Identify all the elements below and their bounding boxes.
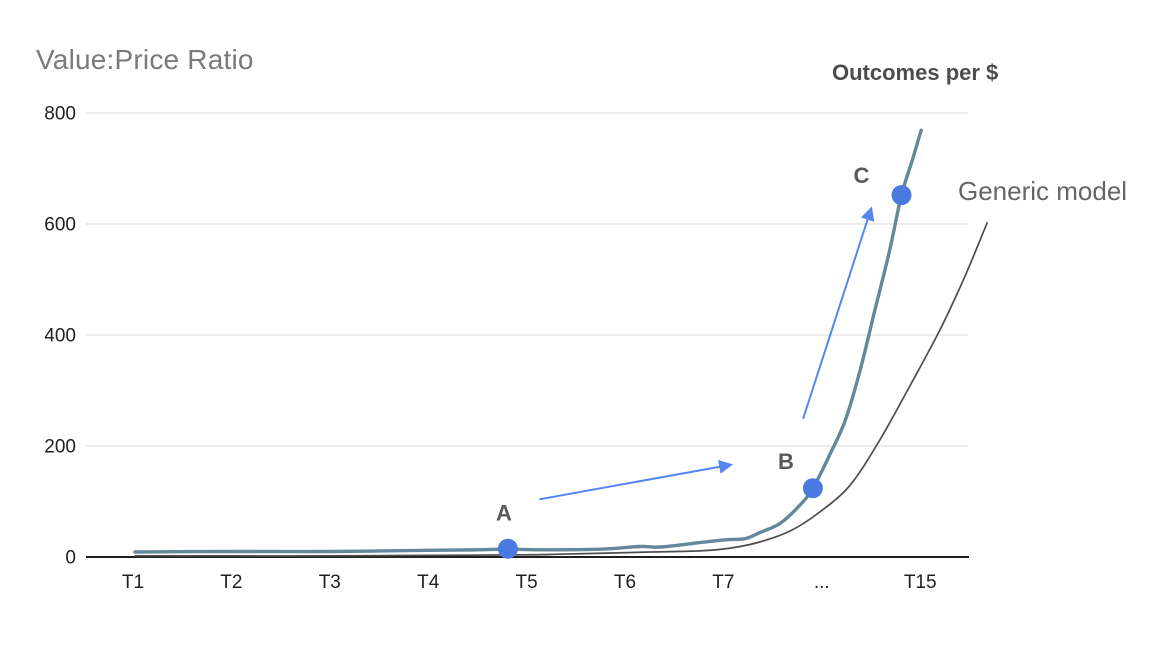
series-line-generic-model — [134, 222, 988, 557]
y-tick-label-600: 600 — [44, 215, 76, 236]
x-tick-label-T7: T7 — [712, 572, 734, 593]
data-point-c — [891, 185, 912, 206]
x-tick-label-T5: T5 — [516, 572, 538, 593]
point-label-a: A — [496, 500, 512, 525]
series-label-outcomes-per-dollar: Outcomes per $ — [832, 60, 999, 85]
series-label-generic-model: Generic model — [958, 176, 1128, 206]
point-label-c: C — [854, 163, 870, 188]
data-point-b — [802, 478, 823, 499]
x-tick-label-T1: T1 — [122, 572, 144, 593]
x-tick-label-T2: T2 — [220, 572, 242, 593]
chart-title: Value:Price Ratio — [36, 44, 254, 75]
annotation-arrow-1 — [539, 459, 734, 501]
x-tick-label-dotdotdot: ... — [814, 572, 830, 593]
x-tick-label-T6: T6 — [614, 572, 636, 593]
y-tick-label-800: 800 — [44, 104, 76, 125]
y-tick-label-0: 0 — [65, 548, 76, 569]
y-tick-label-400: 400 — [44, 326, 76, 347]
point-label-b: B — [778, 449, 794, 474]
annotation-arrow-2 — [802, 206, 875, 420]
y-tick-label-200: 200 — [44, 437, 76, 458]
data-point-a — [497, 538, 518, 559]
series-line-outcomes — [133, 128, 923, 554]
x-tick-label-T3: T3 — [319, 572, 341, 593]
x-tick-label-T4: T4 — [417, 572, 440, 593]
x-tick-label-T15: T15 — [904, 572, 937, 593]
